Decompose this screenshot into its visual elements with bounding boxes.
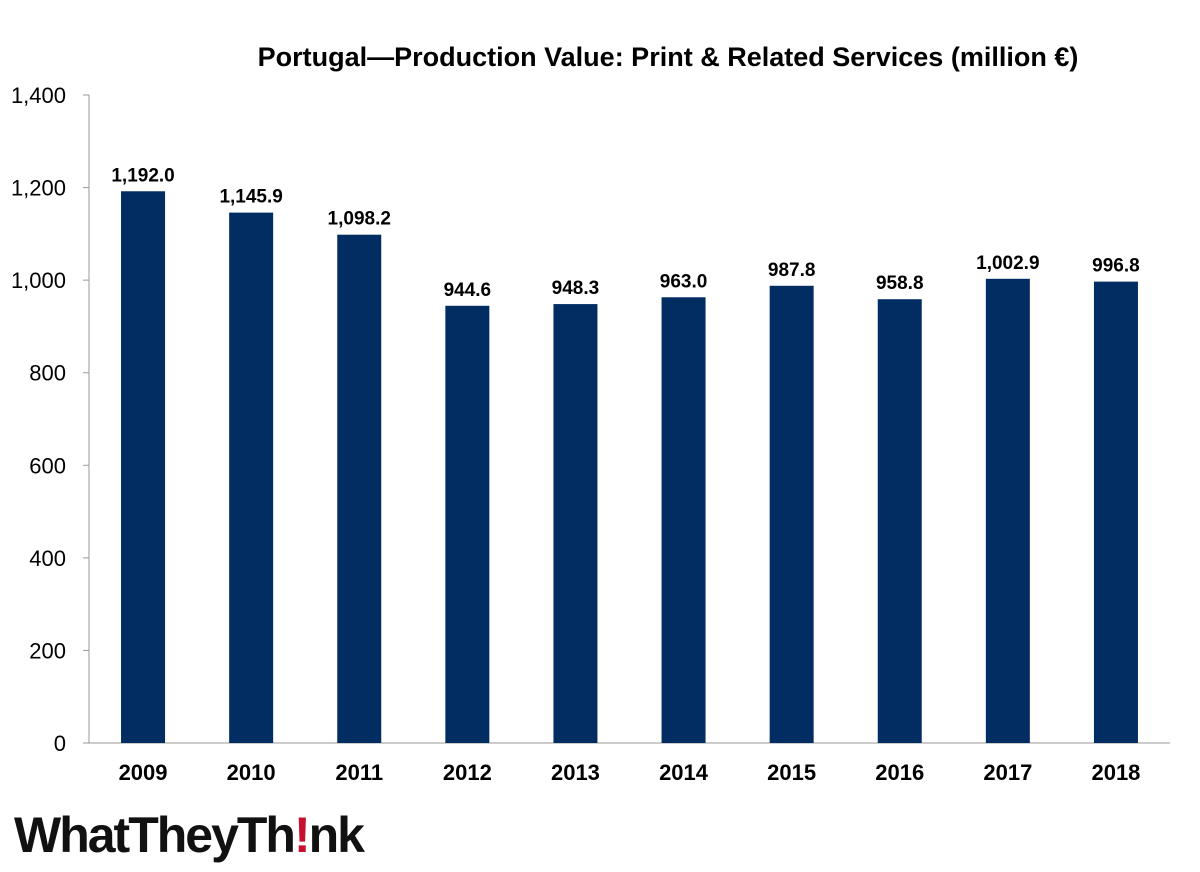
data-label: 1,098.2 — [328, 209, 391, 230]
bar-series — [121, 191, 1138, 743]
x-tick-label: 2011 — [335, 760, 383, 785]
y-tick-label: 1,400 — [11, 83, 66, 108]
data-label: 996.8 — [1092, 256, 1140, 277]
bar-2010 — [229, 212, 274, 743]
bar-2012 — [445, 305, 490, 743]
y-tick-label: 0 — [54, 731, 66, 756]
bar-2015 — [769, 285, 814, 743]
data-labels: 1,192.0 1,145.9 1,098.2 944.6 948.3 963.0 987.… — [111, 165, 1139, 301]
data-label: 1,192.0 — [111, 165, 174, 186]
x-tick-label: 2017 — [983, 760, 1032, 785]
data-label: 958.8 — [876, 273, 924, 294]
svg-text:WhatTheyTh!nk: WhatTheyTh!nk — [14, 807, 365, 863]
data-label: 944.6 — [444, 280, 492, 301]
data-label: 963.0 — [660, 271, 708, 292]
bar-2011 — [337, 234, 382, 743]
data-label: 1,002.9 — [976, 253, 1039, 274]
y-tick-label: 1,000 — [11, 268, 66, 293]
x-tick-label: 2009 — [119, 760, 168, 785]
y-axis: 0 200 400 600 800 1,000 1,200 1,400 — [11, 83, 89, 756]
bar-2016 — [877, 299, 922, 743]
x-tick-label: 2010 — [227, 760, 276, 785]
bar-2009 — [121, 191, 166, 743]
logo-suffix: nk — [309, 807, 366, 863]
y-tick-label: 200 — [29, 638, 66, 663]
bar-2013 — [553, 304, 598, 743]
logo-exclamation: ! — [294, 807, 309, 863]
y-tick-label: 400 — [29, 546, 66, 571]
y-tick-label: 800 — [29, 361, 66, 386]
logo-prefix: WhatTheyTh — [14, 807, 294, 863]
bar-2017 — [985, 278, 1030, 743]
x-tick-label: 2014 — [659, 760, 709, 785]
data-label: 987.8 — [768, 260, 816, 281]
x-axis: 2009 2010 2011 2012 2013 2014 2015 2016 2017 2018 — [119, 760, 1141, 785]
x-tick-label: 2015 — [767, 760, 816, 785]
bar-2014 — [661, 297, 706, 743]
data-label: 1,145.9 — [219, 187, 282, 208]
whattheythink-logo: WhatTheyTh!nk — [14, 807, 367, 863]
bar-2018 — [1093, 281, 1138, 743]
x-tick-label: 2012 — [443, 760, 492, 785]
x-tick-label: 2016 — [875, 760, 924, 785]
chart-title: Portugal—Production Value: Print & Relat… — [258, 42, 1079, 72]
y-tick-label: 600 — [29, 453, 66, 478]
data-label: 948.3 — [552, 278, 600, 299]
x-tick-label: 2018 — [1091, 760, 1140, 785]
y-tick-label: 1,200 — [11, 176, 66, 201]
x-tick-label: 2013 — [551, 760, 600, 785]
